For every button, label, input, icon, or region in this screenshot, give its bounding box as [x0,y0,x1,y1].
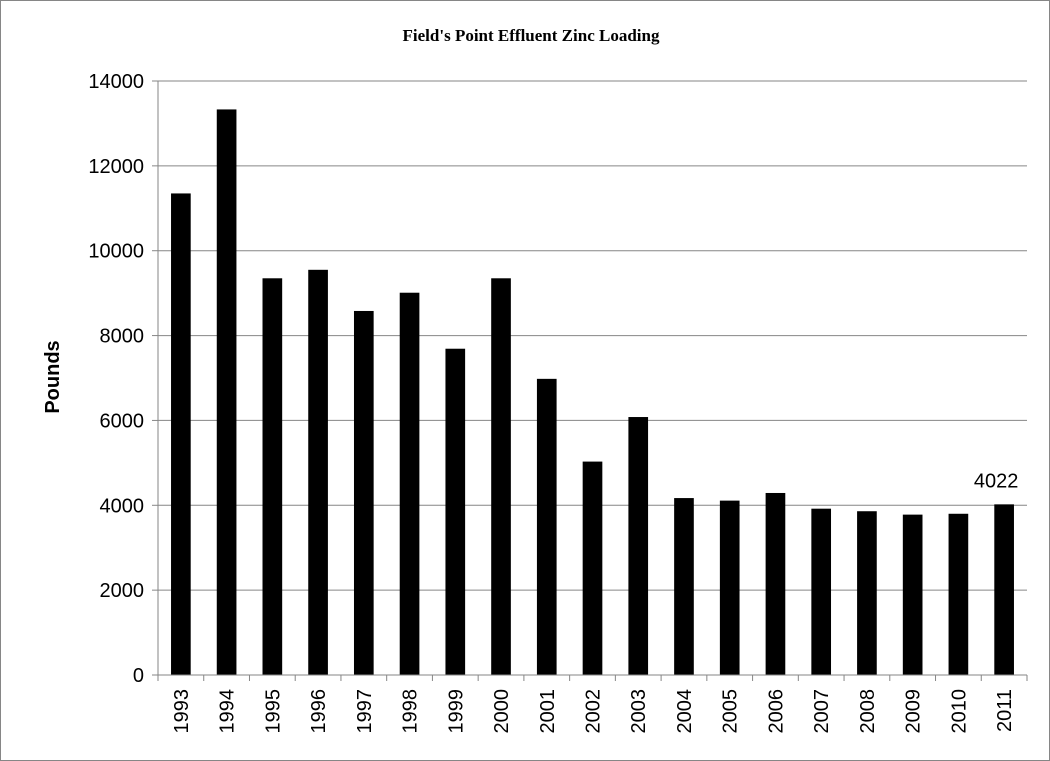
bar-2005 [719,500,740,675]
x-tick-label: 1993 [171,689,193,734]
bar-2004 [674,498,694,675]
bar-2006 [765,492,786,675]
bar-1995 [262,278,283,675]
bar-1997 [353,310,374,675]
x-tick-label: 1994 [217,689,239,734]
axes [152,80,1028,681]
bar-1994 [216,109,237,676]
bar-2007 [811,508,832,675]
bar-2009 [902,514,923,675]
bar-1999 [445,348,466,675]
y-axis-label: Pounds [42,340,64,413]
y-tick-label: 4000 [100,495,145,517]
x-tick-label: 2004 [674,689,696,734]
data-label-2011: 4022 [974,470,1019,492]
bar-2003 [628,417,649,675]
x-tick-label: 2009 [903,689,925,734]
bar-2010 [948,513,969,675]
gridlines [158,80,1027,591]
x-tick-label: 2008 [857,689,879,734]
x-tick-label: 1995 [262,689,284,734]
x-tick-label: 2007 [811,689,833,734]
x-tick-label: 1999 [445,689,467,734]
x-tick-label: 2000 [491,689,513,734]
x-tick-label: 1997 [354,689,376,734]
x-tick-label: 2005 [720,689,742,734]
x-tick-label: 2010 [948,689,970,734]
x-tick-label: 2003 [628,689,650,734]
bar-1993 [171,193,191,675]
x-tick-label: 2011 [994,689,1016,732]
bar-2000 [491,278,511,675]
chart-title: Field's Point Effluent Zinc Loading [403,26,660,45]
y-tick-label: 14000 [88,71,144,93]
tick-labels: 0 2000 4000 6000 8000 10000 12000 14000 1993 1994… [88,71,1018,734]
bars [171,109,1014,676]
x-tick-label: 2001 [537,689,559,734]
bar-2001 [536,378,557,675]
x-tick-label: 1998 [400,689,422,734]
bar-2008 [857,511,877,675]
bar-1998 [399,292,420,675]
bar-2002 [582,461,603,675]
x-tick-label: 1996 [308,689,330,734]
y-tick-label: 6000 [100,410,145,432]
y-tick-label: 2000 [100,580,145,602]
y-tick-label: 12000 [88,156,144,178]
y-tick-label: 10000 [88,241,144,263]
x-tick-label: 2006 [765,689,787,734]
bar-1996 [308,269,328,675]
x-tick-label: 2002 [583,689,605,734]
y-tick-label: 8000 [100,326,145,348]
y-tick-label: 0 [133,665,144,687]
bar-2011 [994,504,1014,675]
